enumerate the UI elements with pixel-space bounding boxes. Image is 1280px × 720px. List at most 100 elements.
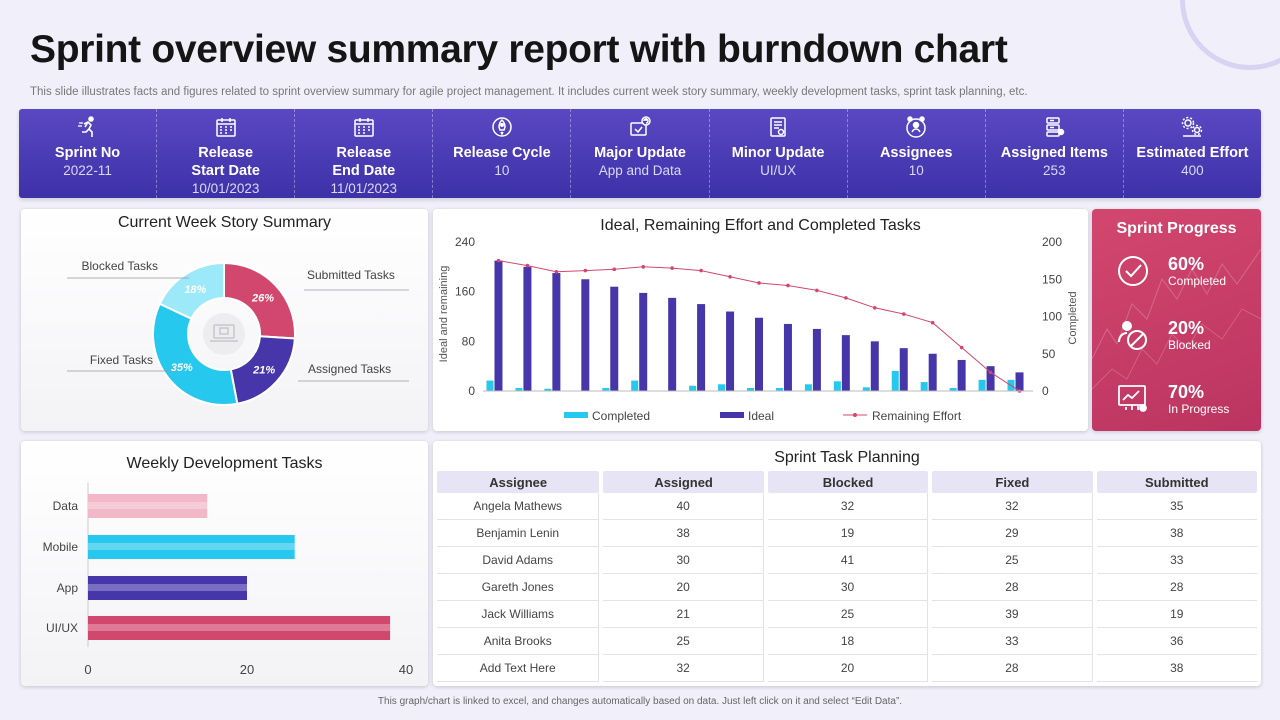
weekly-tasks-chart: Data Mobile App UI/UX 0 20 40 <box>43 483 413 677</box>
calendar-icon <box>354 118 374 137</box>
table-row: Benjamin Lenin 38 19 29 38 <box>437 520 1257 547</box>
donut-chart: 26% Submitted Tasks 21% Assigned Tasks 35% Fi… <box>67 259 409 406</box>
completed-bar <box>718 384 726 391</box>
remaining-effort-point <box>930 320 935 325</box>
remaining-effort-point <box>728 274 732 279</box>
kpi-assignees: Assignees 10 <box>848 109 986 198</box>
progress-pct: 60% <box>1168 254 1205 274</box>
kpi-value: UI/UX <box>760 163 797 178</box>
kpi-minor-update: Minor Update UI/UX <box>710 109 848 198</box>
cell: 20 <box>767 655 929 682</box>
donut-pct-label: 26% <box>251 292 274 304</box>
cell: 28 <box>932 655 1093 682</box>
right-tick-label: 50 <box>1042 347 1056 361</box>
remaining-effort-point <box>844 296 848 300</box>
cell: 28 <box>1096 574 1257 601</box>
weekly-bar-data <box>88 494 208 518</box>
bar-highlight <box>88 584 247 591</box>
x-tick-label: 0 <box>84 662 91 677</box>
cell: 32 <box>767 493 929 520</box>
remaining-effort-point <box>641 265 646 269</box>
donut-pct-label: 21% <box>252 364 275 376</box>
task-planning-title: Sprint Task Planning <box>774 449 920 466</box>
table-row: Jack Williams 21 25 39 19 <box>437 601 1257 628</box>
right-tick-label: 200 <box>1042 235 1062 249</box>
cell: 32 <box>932 493 1093 520</box>
kpi-label: Minor Update <box>731 145 825 161</box>
completed-bar <box>689 385 697 391</box>
burndown-title: Ideal, Remaining Effort and Completed Ta… <box>600 217 921 234</box>
ideal-bar <box>697 304 706 391</box>
cell: 38 <box>1096 520 1257 547</box>
table-header-row: Assignee Assigned Blocked Fixed Submitte… <box>437 471 1257 493</box>
gears-icon <box>1182 116 1203 137</box>
x-tick-label: 20 <box>240 662 254 677</box>
page-title: Sprint overview summary report with burn… <box>30 28 1008 71</box>
completed-bar <box>747 388 754 391</box>
right-tick-label: 150 <box>1042 272 1062 286</box>
ideal-bar <box>1015 372 1024 391</box>
kpi-value: 2022-11 <box>63 163 112 178</box>
cell: 41 <box>767 547 929 574</box>
kpi-release-start: Release Start Date 10/01/2023 <box>157 109 296 198</box>
ideal-bar <box>783 323 792 391</box>
column-header: Fixed <box>932 471 1093 493</box>
completed-bar <box>949 388 957 391</box>
donut-slice-submitted-tasks <box>223 261 296 340</box>
cell: 39 <box>932 601 1093 628</box>
table-row: Add Text Here 32 20 28 38 <box>437 655 1257 682</box>
right-tick-label: 100 <box>1042 310 1062 324</box>
completed-bar <box>891 370 899 391</box>
task-planning-table: Assignee Assigned Blocked Fixed Submitte… <box>433 471 1261 682</box>
completed-bar <box>515 388 523 391</box>
left-tick-label: 80 <box>462 334 476 348</box>
ideal-bar <box>812 328 821 391</box>
cell: 30 <box>603 547 764 574</box>
cell: 38 <box>1096 655 1257 682</box>
update-icon <box>630 116 651 136</box>
kpi-sprint-no: Sprint No 2022-11 <box>19 109 158 198</box>
rocket-icon <box>492 117 512 137</box>
cell: 29 <box>932 520 1093 547</box>
completed-bar <box>631 380 639 391</box>
table-row: David Adams 30 41 25 33 <box>437 547 1257 574</box>
weekly-tasks-card: Weekly Development Tasks Data Mobile App UI… <box>21 441 428 686</box>
kpi-release-cycle: Release Cycle 10 <box>433 109 572 198</box>
document-icon <box>770 117 786 137</box>
ideal-bar <box>870 341 879 391</box>
donut-category-label: Assigned Tasks <box>308 362 391 376</box>
completed-bar <box>486 380 494 391</box>
legend-ideal: Ideal <box>748 409 774 423</box>
progress-blocked: 20% Blocked <box>1116 318 1211 352</box>
ideal-bar <box>523 266 532 391</box>
completed-bar <box>602 388 610 391</box>
kpi-bar: Sprint No 2022-11 Release Start Date 10/… <box>19 109 1261 198</box>
cell: Jack Williams <box>437 601 600 628</box>
ideal-bar <box>986 366 995 391</box>
remaining-effort-point <box>786 283 790 288</box>
footer-note: This graph/chart is linked to excel, and… <box>377 696 903 707</box>
cell: 40 <box>603 493 764 520</box>
cell: Gareth Jones <box>437 574 600 601</box>
completed-bar <box>978 379 986 391</box>
page-subtitle: This slide illustrates facts and figures… <box>30 86 1028 98</box>
left-tick-label: 0 <box>468 384 475 398</box>
legend-completed-swatch <box>564 412 588 418</box>
legend-remaining: Remaining Effort <box>872 409 962 423</box>
cell: 36 <box>1096 628 1257 655</box>
kpi-value: 10 <box>494 163 510 178</box>
cell: 25 <box>932 547 1093 574</box>
completed-bar <box>920 382 928 391</box>
cell: 19 <box>1096 601 1257 628</box>
kpi-label: Sprint No <box>54 145 121 161</box>
donut-category-label: Submitted Tasks <box>307 268 395 282</box>
remaining-effort-point <box>525 263 530 268</box>
left-tick-label: 160 <box>455 285 475 299</box>
kpi-label: Assignees <box>879 145 953 161</box>
kpi-value: 10/01/2023 <box>191 181 260 196</box>
sprint-progress-card: Sprint Progress 60% Completed 20% Blocke… <box>1092 209 1261 431</box>
ideal-bar <box>610 286 619 391</box>
legend-remaining-marker <box>853 413 857 417</box>
kpi-value: 400 <box>1181 163 1204 178</box>
kpi-label: Major Update <box>594 145 686 161</box>
